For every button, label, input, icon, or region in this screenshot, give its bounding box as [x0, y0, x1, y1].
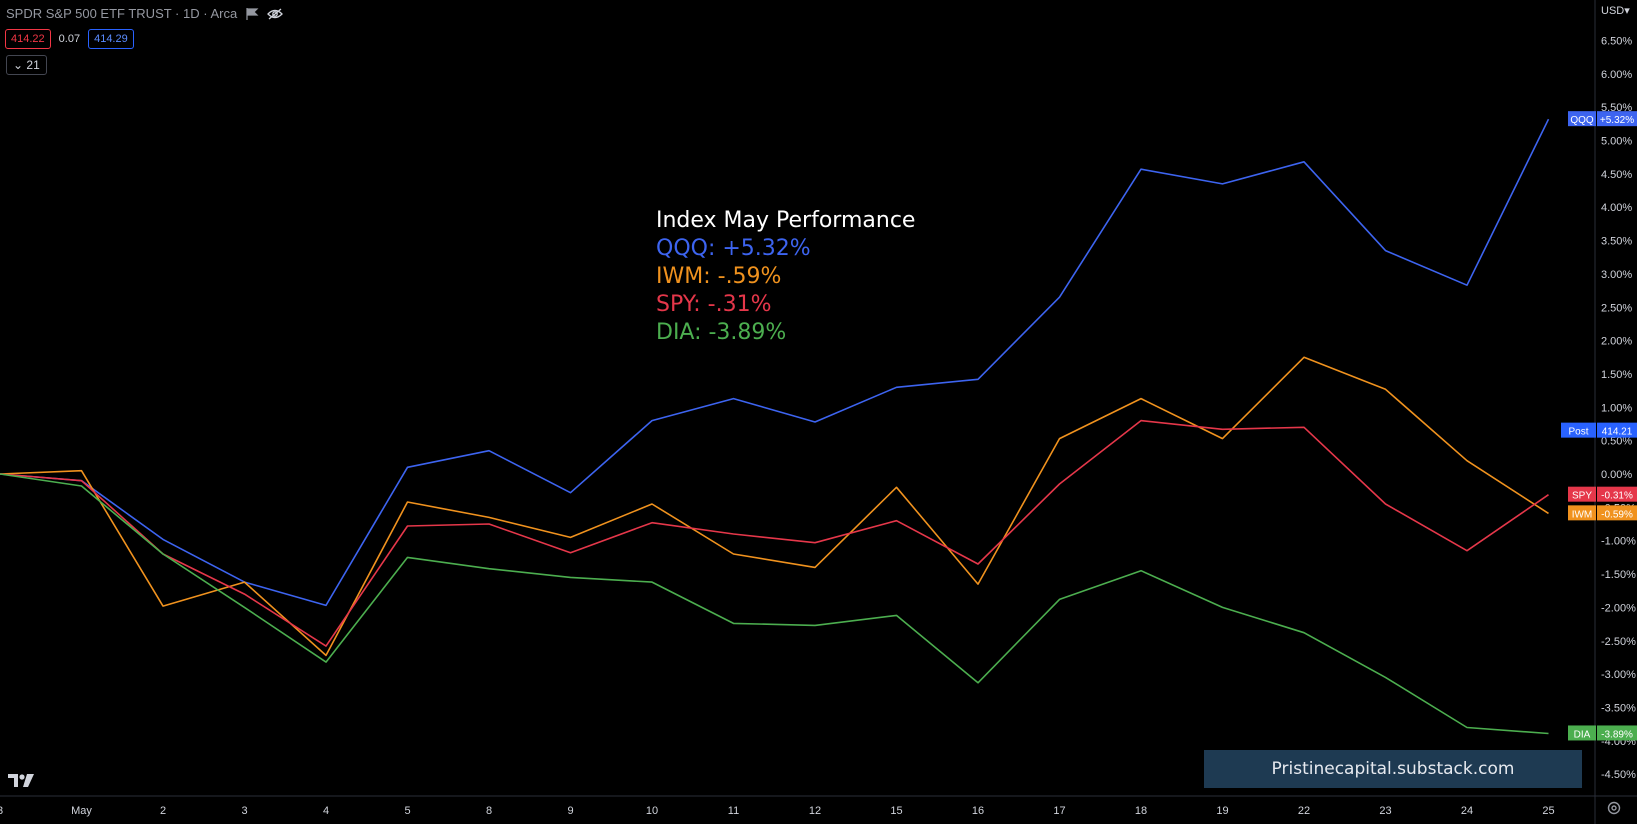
axis-tag-name-bg — [1568, 111, 1596, 127]
axis-tag-name: IWM — [1572, 509, 1593, 520]
y-tick-label: 4.00% — [1601, 202, 1632, 214]
annotation-dia: DIA: -3.89% — [656, 320, 787, 345]
axis-tag-value: 414.21 — [1602, 427, 1633, 438]
y-tick-label: -1.00% — [1601, 536, 1636, 548]
x-tick-label: 12 — [809, 805, 821, 817]
currency-label: USD — [1601, 5, 1625, 17]
x-tick-label: 11 — [728, 805, 739, 817]
y-tick-label: -2.50% — [1601, 636, 1636, 648]
y-tick-label: -3.50% — [1601, 702, 1636, 714]
x-tick-label: 3 — [0, 805, 3, 817]
performance-annotation: Index May Performance QQQ: +5.32% IWM: -… — [656, 207, 915, 347]
y-tick-label: 0.50% — [1601, 436, 1632, 448]
x-tick-label: 23 — [1379, 805, 1391, 817]
y-tick-label: 4.50% — [1601, 169, 1632, 181]
axis-tag-name-bg — [1568, 505, 1596, 521]
symbol-title[interactable]: SPDR S&P 500 ETF TRUST · 1D · Arca — [6, 6, 238, 21]
axis-tag-value: -3.89% — [1601, 729, 1633, 740]
y-tick-label: 3.50% — [1601, 236, 1632, 248]
y-tick-label: 3.00% — [1601, 269, 1632, 281]
y-tick-label: -2.00% — [1601, 602, 1636, 614]
x-tick-label: 25 — [1542, 805, 1554, 817]
y-tick-label: 5.00% — [1601, 136, 1632, 148]
annotation-spy: SPY: -.31% — [656, 292, 772, 317]
settings-gear-icon[interactable] — [1606, 800, 1622, 821]
x-tick-label: 22 — [1298, 805, 1310, 817]
y-tick-label: -1.50% — [1601, 569, 1636, 581]
axis-tag-name-bg — [1561, 422, 1596, 438]
x-tick-label: 8 — [486, 805, 492, 817]
eye-off-icon[interactable] — [267, 7, 284, 21]
y-tick-label: 1.50% — [1601, 369, 1632, 381]
axis-tag-post: Post 414.21 — [1561, 422, 1637, 438]
series-line-dia[interactable] — [0, 473, 1549, 735]
y-tick-label: -4.50% — [1601, 769, 1636, 781]
indicator-count: 21 — [26, 58, 40, 72]
chevron-down-icon: ⌄ — [13, 58, 24, 72]
axis-tag-value: -0.59% — [1601, 509, 1633, 520]
annotation-title: Index May Performance — [656, 208, 916, 233]
chart-header: SPDR S&P 500 ETF TRUST · 1D · Arca — [6, 6, 284, 21]
axis-tag-value-bg — [1597, 505, 1637, 521]
axis-tag-name: Post — [1568, 427, 1588, 438]
y-tick-label: 5.50% — [1601, 102, 1632, 114]
x-tick-label: 2 — [160, 805, 166, 817]
axis-tag-value-bg — [1597, 486, 1637, 502]
y-tick-label: 6.00% — [1601, 69, 1632, 81]
x-tick-label: 17 — [1053, 805, 1065, 817]
caret-down-icon: ▾ — [1624, 5, 1630, 17]
annotation-iwm: IWM: -.59% — [656, 264, 782, 289]
x-tick-label: 15 — [890, 805, 902, 817]
y-tick-label: -3.00% — [1601, 669, 1636, 681]
y-tick-label: 1.00% — [1601, 402, 1632, 414]
y-tick-label: 0.00% — [1601, 469, 1632, 481]
flag-icon[interactable] — [245, 7, 259, 21]
axis-tag-name: DIA — [1574, 729, 1591, 740]
annotation-qqq: QQQ: +5.32% — [656, 236, 811, 261]
y-tick-label: 2.00% — [1601, 336, 1632, 348]
series-line-spy[interactable] — [0, 419, 1549, 647]
x-tick-label: 16 — [972, 805, 984, 817]
bid-price[interactable]: 414.22 — [5, 29, 51, 49]
tradingview-logo-icon[interactable] — [8, 772, 36, 793]
watermark-banner: Pristinecapital.substack.com — [1204, 750, 1582, 788]
axis-tag-value-bg — [1597, 111, 1637, 127]
axis-tag-value: -0.31% — [1601, 491, 1633, 502]
x-tick-label: 5 — [404, 805, 410, 817]
x-tick-label: 3 — [241, 805, 247, 817]
axis-tag-spy: SPY -0.31% — [1568, 486, 1637, 502]
series-line-iwm[interactable] — [0, 356, 1549, 657]
y-tick-label: 2.50% — [1601, 302, 1632, 314]
x-tick-label: 4 — [323, 805, 329, 817]
axis-tag-name-bg — [1568, 725, 1596, 741]
ask-price[interactable]: 414.29 — [88, 29, 134, 49]
axis-tag-name-bg — [1568, 486, 1596, 502]
axis-tag-iwm: IWM -0.59% — [1568, 505, 1637, 521]
indicator-toggle[interactable]: ⌄ 21 — [6, 55, 47, 75]
axis-tag-value-bg — [1597, 422, 1637, 438]
x-tick-label: 24 — [1461, 805, 1473, 817]
y-tick-label: 6.50% — [1601, 35, 1632, 47]
x-tick-label: 18 — [1135, 805, 1147, 817]
x-tick-label: May — [71, 805, 92, 817]
price-row: 414.22 0.07 414.29 — [5, 29, 134, 49]
x-tick-label: 19 — [1216, 805, 1228, 817]
x-tick-label: 10 — [646, 805, 658, 817]
spread-value: 0.07 — [58, 33, 81, 45]
axis-tag-value-bg — [1597, 725, 1637, 741]
x-tick-label: 9 — [567, 805, 573, 817]
axis-tag-qqq: QQQ +5.32% — [1568, 111, 1637, 127]
series-line-qqq[interactable] — [0, 118, 1550, 607]
currency-selector[interactable]: USD▾ — [1601, 4, 1630, 17]
axis-tag-name: SPY — [1572, 491, 1592, 502]
axis-tag-dia: DIA -3.89% — [1568, 725, 1637, 741]
axis-tag-value: +5.32% — [1600, 115, 1634, 126]
axis-tag-name: QQQ — [1570, 115, 1594, 126]
